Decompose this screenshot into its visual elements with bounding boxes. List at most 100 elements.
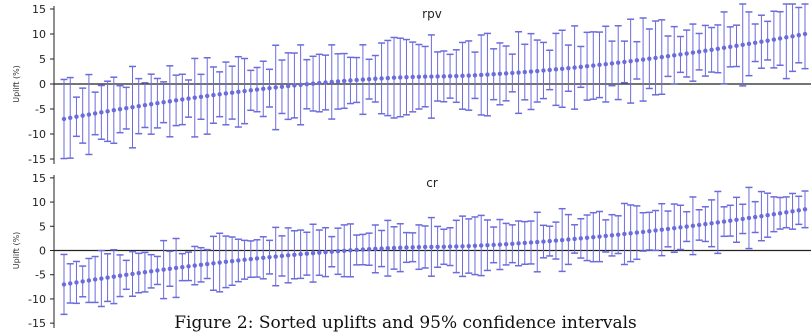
errorbar bbox=[85, 257, 93, 304]
data-point bbox=[180, 264, 185, 270]
errorbar bbox=[234, 238, 242, 283]
data-point bbox=[205, 261, 210, 267]
errorbar bbox=[521, 43, 529, 101]
data-point bbox=[173, 98, 179, 103]
errorbar bbox=[739, 3, 747, 87]
errorbar bbox=[483, 219, 491, 272]
data-point bbox=[734, 43, 739, 49]
errorbar bbox=[652, 20, 660, 96]
errorbar bbox=[185, 251, 193, 282]
data-point bbox=[447, 74, 453, 79]
errorbar bbox=[459, 41, 467, 110]
data-point bbox=[180, 97, 185, 102]
errorbar bbox=[191, 245, 199, 286]
errorbar bbox=[708, 199, 716, 248]
errorbar bbox=[91, 91, 99, 136]
data-point bbox=[111, 108, 117, 113]
data-point bbox=[703, 221, 708, 227]
data-point bbox=[647, 56, 652, 61]
data-point bbox=[304, 82, 310, 87]
data-point bbox=[597, 62, 602, 68]
errorbar bbox=[91, 255, 99, 304]
y-tick-label: 0 bbox=[39, 78, 46, 91]
errorbar bbox=[253, 239, 261, 278]
data-point bbox=[522, 69, 527, 75]
data-point bbox=[61, 282, 67, 287]
data-point bbox=[261, 86, 266, 92]
errorbar bbox=[620, 40, 628, 84]
data-point bbox=[715, 220, 721, 225]
data-point bbox=[591, 234, 596, 240]
data-point bbox=[342, 78, 347, 84]
errorbar bbox=[795, 195, 803, 226]
errorbar bbox=[128, 250, 136, 297]
errorbar bbox=[303, 231, 311, 276]
y-tick-label: -10 bbox=[28, 128, 46, 141]
errorbar bbox=[241, 57, 249, 125]
data-point bbox=[117, 106, 123, 112]
errorbar bbox=[278, 235, 286, 277]
data-point bbox=[771, 212, 777, 217]
errorbar bbox=[571, 25, 579, 110]
data-point bbox=[696, 222, 702, 228]
data-point bbox=[684, 51, 689, 56]
errorbar bbox=[782, 3, 790, 80]
data-point bbox=[460, 73, 465, 79]
errorbar bbox=[620, 202, 628, 266]
data-point bbox=[360, 247, 366, 252]
data-point bbox=[672, 225, 677, 231]
data-point bbox=[429, 74, 434, 79]
errorbar bbox=[434, 225, 442, 269]
errorbar bbox=[97, 249, 105, 308]
errorbar bbox=[421, 225, 429, 269]
errorbar bbox=[297, 44, 305, 126]
data-point bbox=[435, 74, 440, 79]
errorbar bbox=[714, 190, 722, 255]
errorbar bbox=[695, 32, 703, 71]
errorbar bbox=[147, 253, 155, 289]
data-point bbox=[684, 224, 689, 229]
data-point bbox=[248, 88, 254, 93]
errorbar bbox=[147, 73, 155, 135]
data-point bbox=[242, 88, 247, 94]
errorbar bbox=[539, 224, 547, 259]
data-point bbox=[553, 67, 559, 72]
chart-title: cr bbox=[426, 176, 438, 190]
chart-panel-rpv: -15 -10 -5 0 5 10 15 Uplift (%) rpv bbox=[12, 3, 811, 166]
data-point bbox=[615, 232, 621, 237]
data-point bbox=[198, 94, 204, 100]
data-point bbox=[472, 73, 478, 78]
errorbar bbox=[589, 211, 597, 263]
errorbar bbox=[733, 196, 741, 243]
errorbar bbox=[265, 239, 273, 275]
data-point bbox=[497, 242, 503, 247]
y-tick-label: 5 bbox=[39, 53, 46, 66]
data-point bbox=[142, 102, 148, 108]
errorbar bbox=[409, 41, 417, 113]
errorbar bbox=[160, 239, 168, 300]
errorbar bbox=[683, 29, 691, 78]
errorbar bbox=[789, 3, 797, 73]
data-point bbox=[603, 61, 608, 67]
y-tick-label: 15 bbox=[32, 3, 46, 16]
errorbar bbox=[353, 56, 361, 104]
data-point bbox=[323, 80, 328, 85]
data-point bbox=[485, 72, 490, 77]
data-point bbox=[777, 36, 783, 41]
data-point bbox=[447, 244, 453, 249]
data-point bbox=[765, 38, 770, 43]
data-point bbox=[454, 244, 459, 249]
data-point bbox=[74, 114, 79, 119]
errorbar bbox=[764, 192, 772, 238]
errorbar bbox=[278, 59, 286, 115]
errorbar bbox=[191, 57, 199, 138]
errorbar bbox=[79, 265, 87, 298]
errorbar bbox=[764, 20, 772, 61]
data-point bbox=[721, 45, 727, 51]
y-tick-label: -10 bbox=[28, 293, 46, 306]
data-point bbox=[236, 89, 241, 95]
errorbar bbox=[322, 54, 330, 111]
errorbar bbox=[322, 226, 330, 278]
data-point bbox=[777, 211, 783, 216]
errorbar bbox=[209, 235, 217, 291]
